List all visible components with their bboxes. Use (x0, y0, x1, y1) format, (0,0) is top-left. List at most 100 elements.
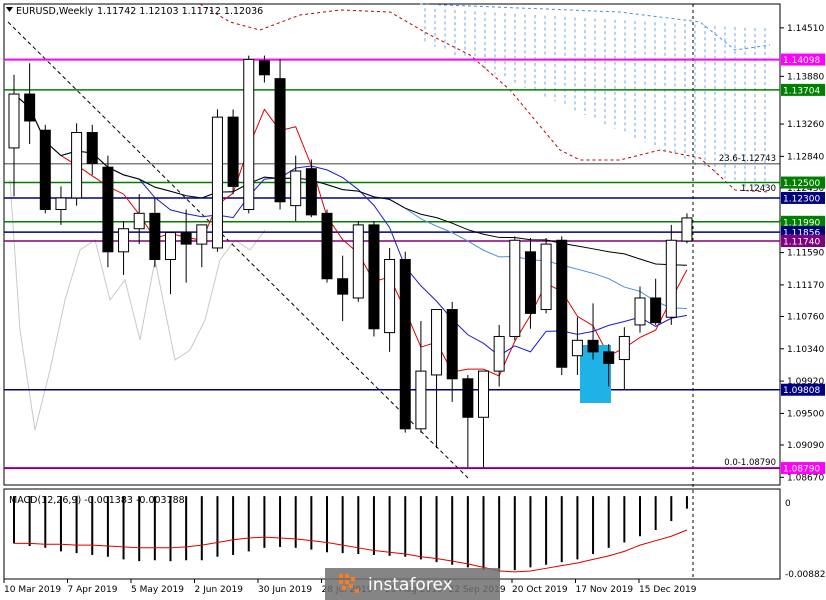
macd-signal-line (14, 529, 688, 573)
bear-candle (524, 251, 536, 314)
fibo-label: 23.6-1.12743 (719, 154, 776, 164)
macd-zero-label: 0 (785, 499, 791, 509)
ohlc-label: 1.11742 1.12103 1.11712 1.12036 (97, 6, 263, 17)
bull-candle (634, 297, 646, 326)
watermark: instaforex (325, 568, 500, 600)
bear-candle (368, 224, 380, 330)
bull-candle (290, 170, 302, 207)
price-tag-label: 1.12300 (783, 194, 820, 204)
price-tag-label: 1.11856 (783, 229, 820, 239)
price-tag (781, 383, 825, 396)
fibo-label: 0.0-1.08790 (724, 458, 776, 468)
time-tick-label: 2 Jun 2019 (195, 585, 244, 595)
price-tick-label: 1.12430 (787, 184, 824, 194)
macd-label: MACD(12,26,9) -0.001383 -0.003788 (9, 495, 185, 506)
bull-candle (415, 370, 427, 430)
price-tick-label: 1.09500 (787, 409, 824, 419)
price-tag (781, 53, 825, 66)
price-tick-label: 1.11590 (787, 249, 824, 259)
bull-candle (618, 335, 630, 361)
price-tag-label: 1.11990 (783, 218, 820, 228)
price-tag-label: 1.13704 (783, 86, 820, 96)
bear-candle (102, 166, 114, 253)
time-tick-label: 7 Apr 2019 (68, 585, 118, 595)
price-tick-label: 1.09090 (787, 441, 824, 451)
panel-frames (3, 3, 781, 580)
price-tag (781, 83, 825, 96)
bull-candle (243, 58, 255, 210)
bear-candle (556, 239, 568, 368)
macd-panel: 0 -0.008822 (13, 496, 826, 580)
price-tag-label: 1.14098 (783, 56, 820, 66)
bull-candle (196, 224, 208, 245)
time-tick-label: 30 Jun 2019 (258, 585, 312, 595)
bear-candle (274, 78, 286, 203)
bear-candle (149, 212, 161, 261)
time-tick-label: 10 Mar 2019 (4, 585, 61, 595)
bull-candle (509, 239, 521, 337)
price-tick-label: 1.11170 (787, 281, 824, 291)
bear-candle (39, 129, 51, 210)
price-tag (781, 215, 825, 228)
lagging-span-line (9, 179, 266, 431)
bear-candle (603, 351, 615, 364)
bear-candle (24, 93, 36, 122)
price-tick-label: 1.12840 (787, 152, 824, 162)
bull-candle (165, 232, 176, 261)
bear-candle (650, 297, 662, 324)
price-tag (781, 176, 825, 189)
bear-candle (86, 132, 98, 164)
bull-candle (211, 116, 223, 249)
bull-candle (352, 224, 364, 299)
price-tick-label: 1.14510 (787, 24, 824, 34)
price-tag-label: 1.12500 (783, 179, 820, 189)
bull-candle (681, 217, 693, 242)
price-tick-label: 1.13880 (787, 72, 824, 82)
price-tick-label: 1.08670 (787, 473, 824, 483)
bear-candle (587, 339, 599, 353)
chart-header: EURUSD,Weekly 1.11742 1.12103 1.11712 1.… (6, 6, 263, 17)
bull-candle (571, 339, 583, 357)
symbol-label: EURUSD,Weekly (16, 6, 94, 17)
bear-candle (446, 309, 458, 380)
bull-candle (540, 243, 552, 311)
bear-candle (305, 168, 317, 216)
red-ma-line (13, 93, 688, 377)
bull-candle (493, 335, 505, 372)
time-tick-label: 20 Oct 2019 (512, 585, 568, 595)
bull-candle (118, 228, 130, 253)
bear-candle (258, 60, 270, 76)
bull-candle (133, 212, 145, 230)
watermark-text: instaforex (368, 575, 453, 595)
price-tag (781, 235, 825, 248)
bear-candle (227, 116, 239, 187)
price-tag (781, 462, 825, 475)
bear-candle (337, 278, 349, 295)
bull-candle (478, 370, 489, 418)
black-ma-line (13, 93, 687, 266)
bear-candle (180, 232, 192, 245)
price-tick-label: 1.13260 (787, 120, 824, 130)
price-tag-label: 1.08790 (783, 465, 820, 475)
time-tick-label: 5 May 2019 (131, 585, 184, 595)
candles (8, 55, 693, 468)
macd-min-label: -0.008822 (785, 570, 826, 580)
bear-candle (462, 378, 474, 418)
bear-candle (399, 259, 411, 430)
price-tick-label: 1.10340 (787, 345, 824, 355)
time-tick-label: 15 Dec 2019 (639, 585, 697, 595)
bear-candle (321, 212, 333, 280)
price-tag-label: 1.09808 (783, 386, 820, 396)
triangle-down-icon (6, 7, 13, 12)
bull-candle (665, 239, 677, 318)
bull-candle (384, 259, 396, 334)
moving-averages (13, 93, 688, 377)
trend-line-dashed (7, 21, 469, 479)
bull-candle (8, 93, 20, 149)
bull-candle (55, 197, 67, 210)
price-tag (781, 191, 825, 204)
annotation-label: 1.12430 (741, 184, 776, 194)
price-tag-label: 1.11740 (783, 238, 820, 248)
bull-candle (71, 132, 83, 199)
